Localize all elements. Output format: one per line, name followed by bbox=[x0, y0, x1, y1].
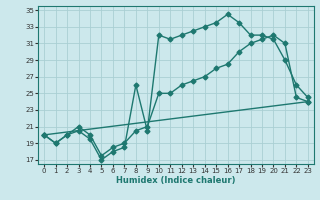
X-axis label: Humidex (Indice chaleur): Humidex (Indice chaleur) bbox=[116, 176, 236, 185]
